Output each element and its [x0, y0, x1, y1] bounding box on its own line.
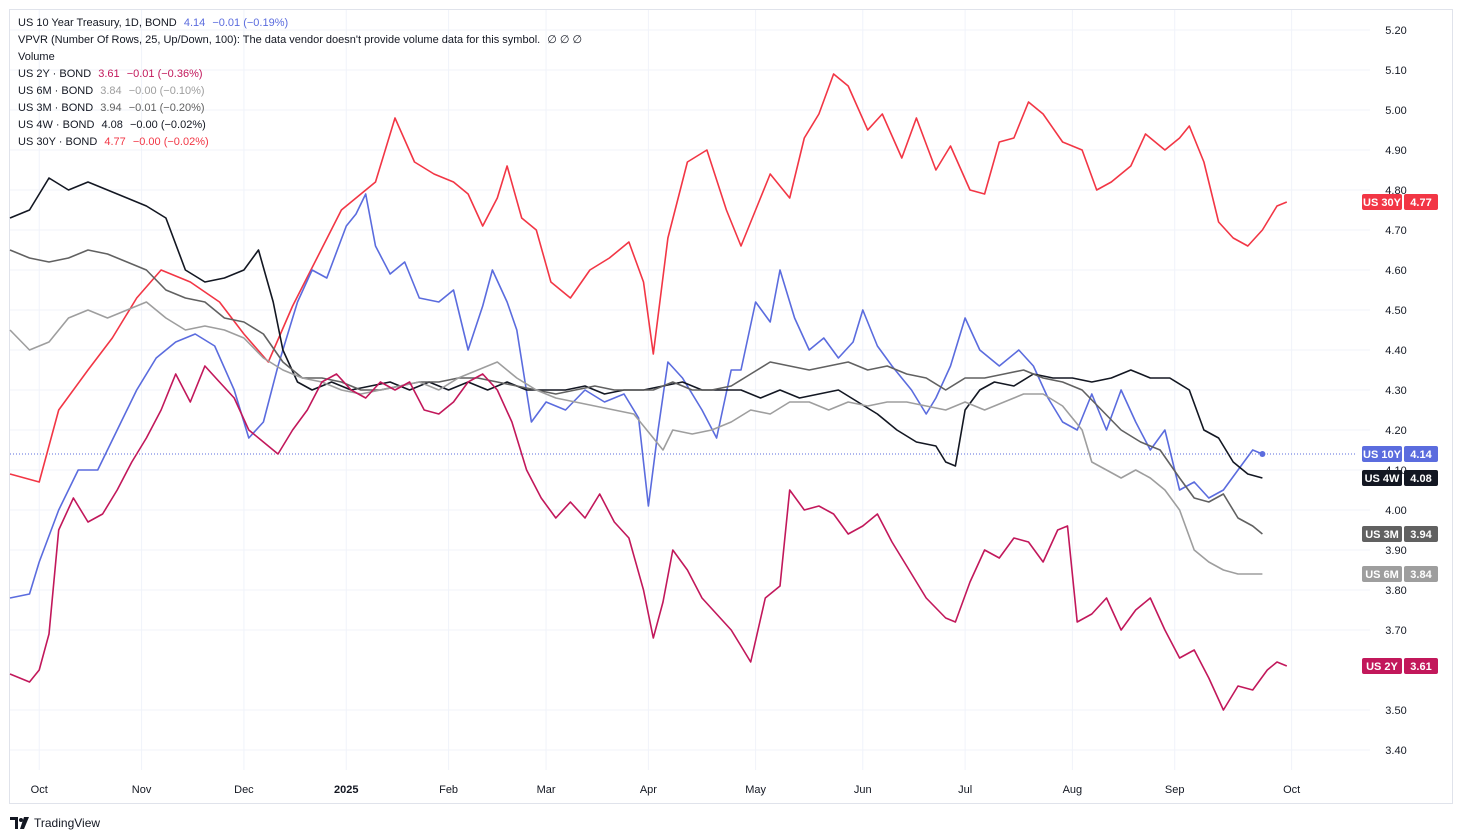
- legend-series-name: US 6M · BOND: [18, 85, 94, 97]
- legend-series-2y[interactable]: US 2Y · BOND 3.61 −0.01 (−0.36%): [18, 66, 582, 83]
- x-tick-label: Mar: [537, 784, 556, 796]
- series-line-us-30y[interactable]: [9, 73, 1288, 483]
- price-tag-name: US 4W: [1365, 473, 1400, 485]
- y-tick-label: 4.00: [1385, 505, 1406, 517]
- series-line-us-2y[interactable]: [9, 365, 1288, 711]
- legend-vpvr-row[interactable]: VPVR (Number Of Rows, 25, Up/Down, 100):…: [18, 32, 582, 49]
- legend-series-change: −0.00 (−0.02%): [129, 119, 206, 131]
- price-tag-value: 4.08: [1410, 473, 1431, 485]
- chart-frame: [9, 9, 1453, 804]
- x-tick-label: Nov: [132, 784, 152, 796]
- legend-series-change: −0.01 (−0.20%): [128, 102, 205, 114]
- legend-series-6m[interactable]: US 6M · BOND 3.84 −0.00 (−0.10%): [18, 83, 582, 100]
- price-tag-name: US 10Y: [1363, 449, 1402, 461]
- price-tag-name: US 6M: [1365, 569, 1399, 581]
- brand-name[interactable]: TradingView: [34, 816, 101, 830]
- legend-series-price: 3.94: [100, 102, 122, 114]
- legend-volume-row[interactable]: Volume: [18, 49, 582, 66]
- price-tag-us-3m: US 3M 3.94: [1362, 526, 1438, 542]
- legend-series-name: US 4W · BOND: [18, 119, 95, 131]
- x-tick-label: Apr: [640, 784, 657, 796]
- price-tag-name: US 3M: [1365, 529, 1399, 541]
- price-tag-value: 4.77: [1410, 197, 1431, 209]
- legend-series-price: 4.77: [104, 136, 126, 148]
- y-tick-label: 4.60: [1385, 265, 1406, 277]
- series-line-us-4w[interactable]: [9, 177, 1263, 479]
- x-tick-label: Feb: [439, 784, 458, 796]
- legend-vpvr-values: ∅ ∅ ∅: [547, 34, 583, 46]
- x-tick-label: Oct: [1283, 784, 1300, 796]
- legend-series-price: 3.61: [98, 68, 120, 80]
- legend-series-price: 3.84: [100, 85, 122, 97]
- legend-series-change: −0.01 (−0.36%): [126, 68, 203, 80]
- y-tick-label: 5.10: [1385, 65, 1406, 77]
- y-tick-label: 4.30: [1385, 385, 1406, 397]
- y-tick-label: 4.70: [1385, 225, 1406, 237]
- legend-series-name: US 3M · BOND: [18, 102, 94, 114]
- x-tick-label: May: [745, 784, 766, 796]
- price-tag-us-2y: US 2Y 3.61: [1362, 658, 1438, 674]
- series-layer: [9, 73, 1288, 711]
- legend-series-3m[interactable]: US 3M · BOND 3.94 −0.01 (−0.20%): [18, 100, 582, 117]
- price-tag-us-4w: US 4W 4.08: [1362, 470, 1438, 486]
- legend-main-name: US 10 Year Treasury, 1D, BOND: [18, 17, 177, 29]
- legend-series-change: −0.00 (−0.10%): [128, 85, 205, 97]
- price-tag-us-10y: US 10Y 4.14: [1362, 446, 1438, 462]
- y-tick-label: 4.90: [1385, 145, 1406, 157]
- legend-main-row[interactable]: US 10 Year Treasury, 1D, BOND 4.14 −0.01…: [18, 15, 582, 32]
- series-line-us-10y[interactable]: [9, 193, 1263, 599]
- legend-series-30y[interactable]: US 30Y · BOND 4.77 −0.00 (−0.02%): [18, 134, 582, 151]
- y-tick-label: 4.40: [1385, 345, 1406, 357]
- x-tick-label: Aug: [1063, 784, 1083, 796]
- x-tick-label: Dec: [234, 784, 254, 796]
- x-tick-label: 2025: [334, 784, 358, 796]
- legend-main-change: −0.01 (−0.19%): [212, 17, 289, 29]
- legend-vpvr-text: VPVR (Number Of Rows, 25, Up/Down, 100):…: [18, 34, 541, 46]
- legend-volume-text: Volume: [18, 51, 55, 63]
- y-axis[interactable]: 3.403.503.703.803.904.004.104.204.304.40…: [1385, 25, 1406, 757]
- y-tick-label: 3.70: [1385, 625, 1406, 637]
- legend-series-name: US 30Y · BOND: [18, 136, 98, 148]
- price-tag-value: 3.94: [1410, 529, 1432, 541]
- last-point-marker: [1259, 451, 1266, 457]
- y-tick-label: 3.80: [1385, 585, 1406, 597]
- y-tick-label: 4.50: [1385, 305, 1406, 317]
- y-tick-label: 3.40: [1385, 745, 1406, 757]
- price-tag-name: US 30Y: [1363, 197, 1402, 209]
- price-tag-value: 4.14: [1410, 449, 1432, 461]
- y-tick-label: 4.20: [1385, 425, 1406, 437]
- price-tag-us-6m: US 6M 3.84: [1362, 566, 1438, 582]
- x-tick-label: Jul: [958, 784, 972, 796]
- price-tag-name: US 2Y: [1366, 661, 1398, 673]
- x-tick-label: Jun: [854, 784, 872, 796]
- legend-main-price: 4.14: [183, 17, 206, 29]
- x-axis[interactable]: Oct Nov Dec 2025 Feb Mar Apr May Jun Jul Aug Sep Oct: [31, 784, 1301, 796]
- y-tick-label: 3.50: [1385, 705, 1406, 717]
- tradingview-logo-icon[interactable]: [10, 816, 30, 830]
- x-tick-label: Oct: [31, 784, 48, 796]
- legend-series-price: 4.08: [101, 119, 123, 131]
- legend-series-name: US 2Y · BOND: [18, 68, 92, 80]
- grid: [10, 10, 1370, 770]
- y-tick-label: 3.90: [1385, 545, 1406, 557]
- x-tick-label: Sep: [1165, 784, 1185, 796]
- legend-series-4w[interactable]: US 4W · BOND 4.08 −0.00 (−0.02%): [18, 117, 582, 134]
- legend-series-change: −0.00 (−0.02%): [132, 136, 209, 148]
- legend: US 10 Year Treasury, 1D, BOND 4.14 −0.01…: [18, 15, 582, 151]
- series-line-us-3m[interactable]: [9, 249, 1263, 535]
- price-tag-us-30y: US 30Y 4.77: [1362, 194, 1438, 210]
- series-line-us-6m[interactable]: [9, 301, 1263, 575]
- footer: TradingView: [10, 813, 100, 833]
- y-tick-label: 5.20: [1385, 25, 1406, 37]
- price-tag-value: 3.84: [1410, 569, 1432, 581]
- price-tag-value: 3.61: [1410, 661, 1431, 673]
- y-tick-label: 5.00: [1385, 105, 1406, 117]
